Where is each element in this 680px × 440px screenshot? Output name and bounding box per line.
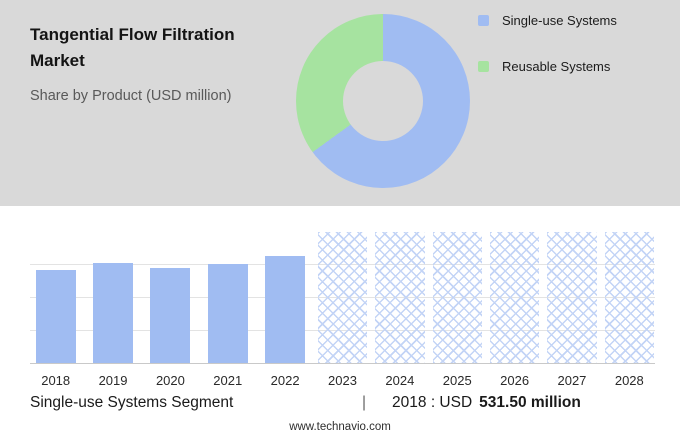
bar-cell-2027 bbox=[546, 232, 597, 363]
footer-caption: Single-use Systems Segment | 2018 : USD … bbox=[30, 394, 655, 412]
legend-swatch-single-use bbox=[478, 15, 489, 26]
bar-cell-2020 bbox=[145, 232, 196, 363]
bar-cell-2018 bbox=[30, 232, 81, 363]
page-title: Tangential Flow Filtration Market bbox=[30, 25, 235, 71]
bar-chart: 2018 2019 2020 2021 2022 2023 2024 2025 2026 2027… bbox=[30, 232, 655, 388]
x-axis-label-2027: 2027 bbox=[557, 373, 587, 388]
bar-chart-panel: 2018 2019 2020 2021 2022 2023 2024 2025 2026 2027… bbox=[0, 206, 680, 440]
bar-cell-2023 bbox=[317, 232, 368, 363]
legend-swatch-reusable bbox=[478, 61, 489, 72]
bar-cell-2026 bbox=[489, 232, 540, 363]
bar-chart-area bbox=[30, 232, 655, 364]
bar-2020 bbox=[150, 267, 191, 363]
bar-cell-2028 bbox=[604, 232, 655, 363]
bar-cell-2022 bbox=[259, 232, 310, 363]
bar-2019 bbox=[93, 262, 134, 363]
segment-label: Single-use Systems Segment bbox=[30, 394, 234, 411]
bar-2018 bbox=[35, 270, 76, 363]
forecast-column-2025 bbox=[432, 232, 482, 363]
bar-cell-2024 bbox=[374, 232, 425, 363]
bar-cell-2019 bbox=[87, 232, 138, 363]
forecast-column-2023 bbox=[317, 232, 368, 363]
website-link[interactable]: www.technavio.com bbox=[289, 421, 391, 433]
x-axis-label-2026: 2026 bbox=[500, 373, 530, 388]
legend-item-reusable: Reusable Systems bbox=[478, 59, 617, 74]
legend-label-reusable: Reusable Systems bbox=[502, 59, 611, 74]
donut-chart bbox=[296, 14, 470, 188]
chart-legend: Single-use Systems Reusable Systems bbox=[478, 13, 617, 105]
forecast-column-2026 bbox=[489, 232, 540, 363]
forecast-column-2024 bbox=[375, 232, 425, 363]
footer-value: 531.50 million bbox=[479, 394, 581, 411]
footer-year-label: 2018 : USD bbox=[392, 394, 473, 411]
x-axis-label-2018: 2018 bbox=[41, 373, 71, 388]
x-axis-label-2022: 2022 bbox=[270, 373, 300, 388]
header-panel: Tangential Flow Filtration Market Share … bbox=[0, 0, 680, 206]
bar-chart-labels: 2018 2019 2020 2021 2022 2023 2024 2025 2026 2027… bbox=[30, 373, 655, 388]
forecast-column-2027 bbox=[547, 232, 597, 363]
x-axis-label-2019: 2019 bbox=[98, 373, 128, 388]
bar-cell-2021 bbox=[202, 232, 253, 363]
x-axis-label-2028: 2028 bbox=[614, 373, 644, 388]
x-axis-label-2020: 2020 bbox=[155, 373, 185, 388]
bar-cell-2025 bbox=[432, 232, 483, 363]
x-axis-label-2023: 2023 bbox=[328, 373, 357, 388]
footer-separator: | bbox=[362, 394, 367, 411]
bar-2021 bbox=[207, 264, 248, 363]
bar-2022 bbox=[265, 256, 306, 363]
page-subtitle: Share by Product (USD million) bbox=[30, 88, 232, 104]
legend-item-single-use: Single-use Systems bbox=[478, 13, 617, 28]
x-axis-label-2021: 2021 bbox=[213, 373, 243, 388]
x-axis-label-2025: 2025 bbox=[442, 373, 472, 388]
x-axis-label-2024: 2024 bbox=[385, 373, 415, 388]
forecast-column-2028 bbox=[604, 232, 654, 363]
legend-label-single-use: Single-use Systems bbox=[502, 13, 617, 28]
